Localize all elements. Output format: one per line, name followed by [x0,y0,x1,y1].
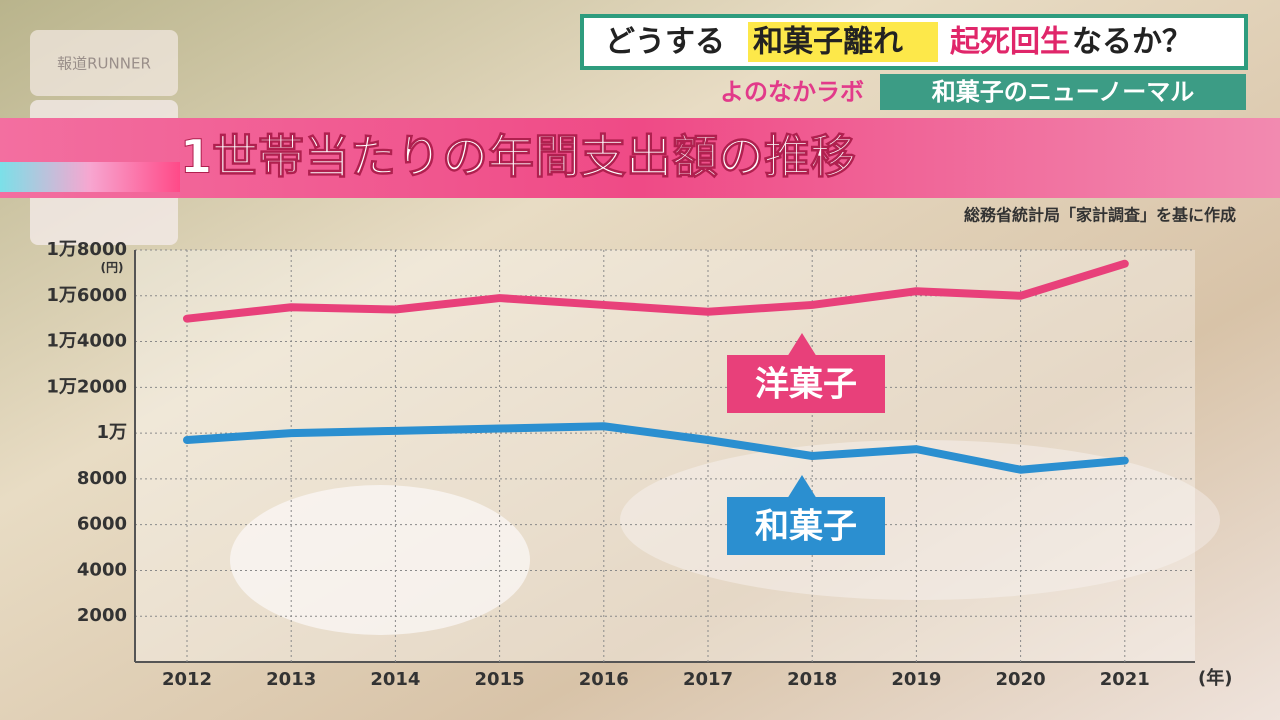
decor [620,440,1220,600]
legend-pointer [787,333,817,357]
x-tick-label: 2014 [370,669,420,690]
headline: 起死回生 [950,25,1070,60]
y-tick-label: 8000 [77,468,127,489]
y-tick-label: 1万2000 [46,376,127,397]
y-tick-label: 1万8000 [46,239,127,260]
plot-area [135,250,1195,662]
legend-label: 和菓子 [755,507,857,547]
data-line [183,259,1129,323]
y-tick-label: 2000 [77,605,127,626]
y-tick-label: 6000 [77,514,127,535]
y-tick-label: 4000 [77,559,127,580]
highlight-bg [748,22,938,62]
x-tick-label: 2020 [996,669,1046,690]
logo-box [30,30,178,96]
segment-box [880,74,1246,110]
legend-label: 洋菓子 [755,365,857,405]
legend-pointer [787,475,817,499]
x-axis-unit: (年) [1198,667,1232,689]
x-tick-label: 2017 [683,669,733,690]
y-tick-label: 1万6000 [46,285,127,306]
chart-title: 1世帯当たりの年間支出額の推移 [180,130,856,184]
program: よのなかラボ [720,78,864,106]
segment: 和菓子のニューノーマル [932,78,1195,106]
source: 総務省統計局「家計調査」を基に作成 [964,206,1236,225]
x-tick-label: 2012 [162,669,212,690]
legend-box [727,497,885,555]
headline: どうする [605,25,725,60]
decor [0,162,180,192]
y-tick-label: 1万4000 [46,331,127,352]
data-line [183,422,1129,474]
x-tick-label: 2021 [1100,669,1150,690]
x-tick-label: 2013 [266,669,316,690]
x-tick-label: 2019 [891,669,941,690]
headline: 和菓子離れ [753,25,903,60]
headline: なるか？ [1072,25,1192,60]
legend-box [727,355,885,413]
plot: (円) (年) 2000 4000 6000 8000 1万 1万2000 1万4000 1万60… [46,239,1232,690]
x-tick-label: 2015 [475,669,525,690]
title-band [0,118,1280,198]
y-tick-label: 1万 [96,422,127,443]
decor [230,485,530,635]
x-tick-label: 2018 [787,669,837,690]
logo: 報道RUNNER [57,55,151,73]
x-tick-label: 2016 [579,669,629,690]
y-axis-unit: (円) [101,261,124,275]
